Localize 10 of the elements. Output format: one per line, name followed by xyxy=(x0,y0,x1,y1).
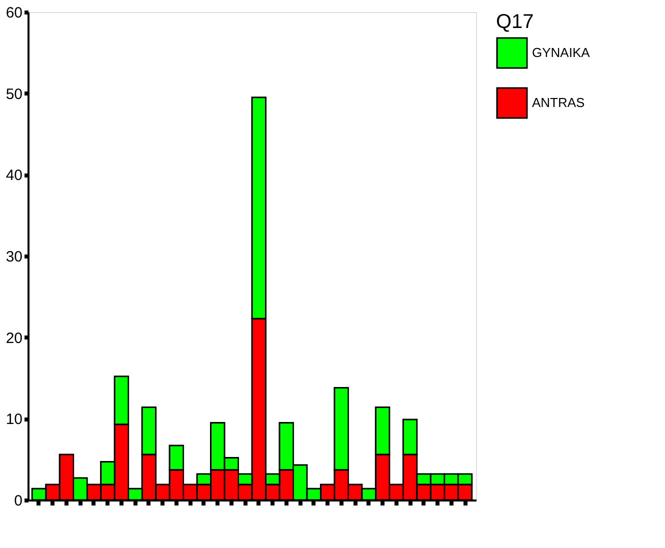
y-tick-label: 40 xyxy=(6,167,22,184)
y-tick-label: 60 xyxy=(6,4,22,22)
y-tick-label: 50 xyxy=(6,86,22,103)
y-tick-label: 0 xyxy=(14,492,22,510)
y-tick-label: 10 xyxy=(6,411,22,428)
legend-label: GYNAIKA xyxy=(532,45,590,60)
y-tick-label: 30 xyxy=(6,248,22,266)
legend-title: Q17 xyxy=(496,11,534,33)
legend-label: ANTRAS xyxy=(532,95,586,110)
y-tick-label: 20 xyxy=(6,330,22,347)
